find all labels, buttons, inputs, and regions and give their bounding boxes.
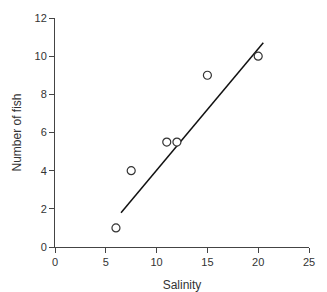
svg-text:20: 20 <box>252 256 264 268</box>
svg-text:6: 6 <box>41 126 47 138</box>
svg-text:Number of fish: Number of fish <box>10 93 24 171</box>
svg-text:10: 10 <box>150 256 162 268</box>
svg-text:8: 8 <box>41 88 47 100</box>
svg-text:4: 4 <box>41 165 47 177</box>
svg-text:25: 25 <box>303 256 315 268</box>
svg-text:10: 10 <box>35 50 47 62</box>
svg-text:15: 15 <box>201 256 213 268</box>
svg-text:2: 2 <box>41 203 47 215</box>
svg-text:Salinity: Salinity <box>163 278 202 292</box>
svg-text:5: 5 <box>103 256 109 268</box>
svg-text:0: 0 <box>52 256 58 268</box>
svg-text:0: 0 <box>41 241 47 253</box>
svg-text:12: 12 <box>35 12 47 24</box>
